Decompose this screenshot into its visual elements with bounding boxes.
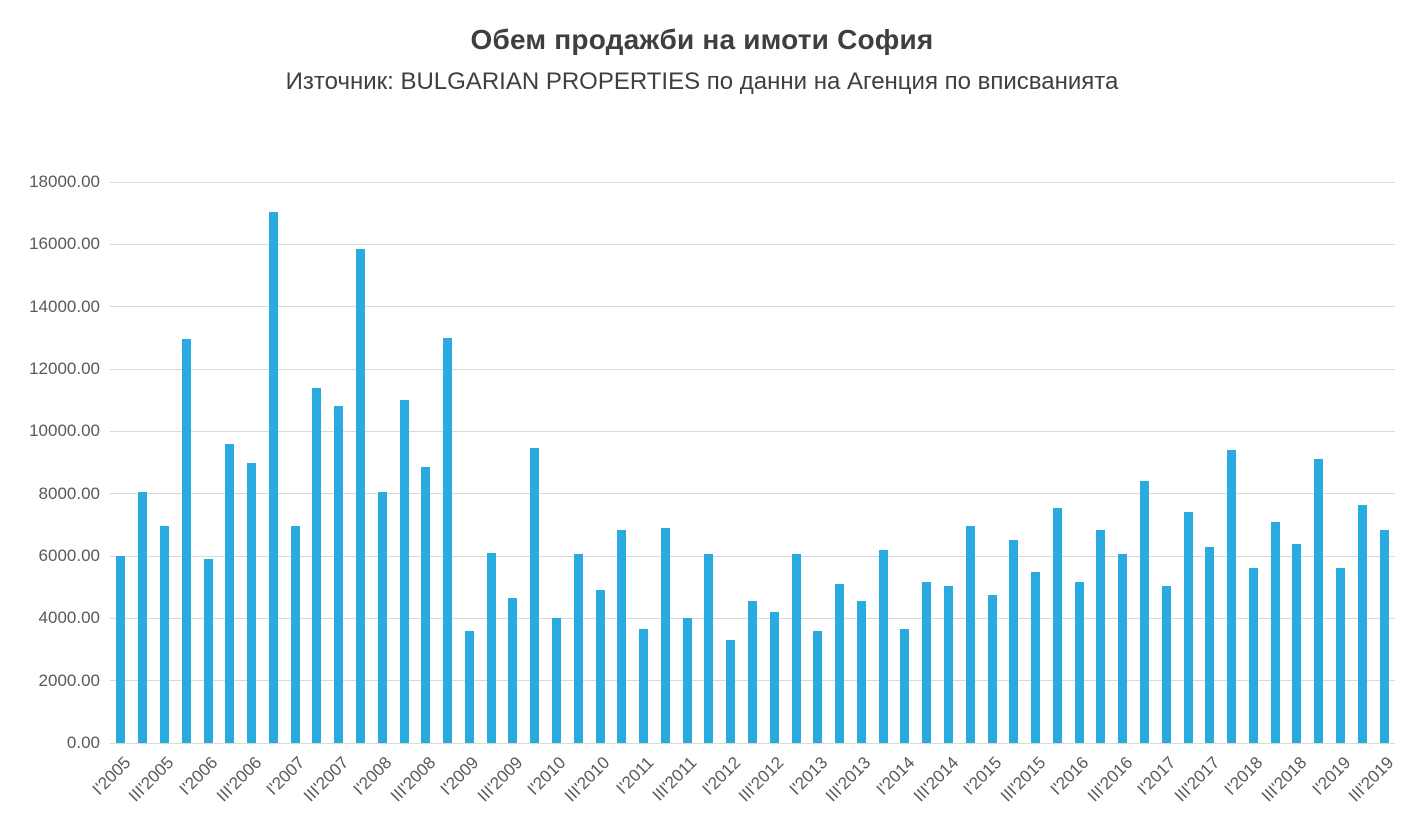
y-axis-tick-label: 0.00 bbox=[66, 733, 100, 752]
gridline bbox=[110, 243, 1395, 245]
bar-IV'2007 bbox=[355, 249, 365, 743]
bar-II'2007 bbox=[312, 387, 322, 743]
y-axis-tick-label: 12000.00 bbox=[29, 359, 100, 378]
bar-I'2006 bbox=[203, 559, 213, 743]
bar-II'2018 bbox=[1270, 521, 1280, 743]
bar-IV'2012 bbox=[791, 554, 801, 743]
bar-I'2013 bbox=[813, 630, 823, 743]
bar-III'2013 bbox=[856, 601, 866, 743]
bar-III'2008 bbox=[421, 467, 431, 743]
bar-III'2005 bbox=[159, 526, 169, 743]
y-axis-tick-label: 6000.00 bbox=[38, 546, 100, 565]
bar-III'2014 bbox=[944, 585, 954, 743]
y-axis-tick-label: 8000.00 bbox=[38, 483, 100, 503]
bar-II'2006 bbox=[225, 443, 235, 743]
bar-III'2006 bbox=[247, 462, 257, 743]
bar-III'2012 bbox=[769, 612, 779, 743]
bar-I'2019 bbox=[1336, 568, 1346, 743]
bar-IV'2006 bbox=[268, 211, 278, 743]
bar-IV'2017 bbox=[1227, 450, 1237, 743]
bar-II'2017 bbox=[1183, 512, 1193, 743]
bar-II'2014 bbox=[922, 582, 932, 743]
y-axis-tick-label: 16000.00 bbox=[29, 234, 100, 254]
bar-I'2015 bbox=[987, 594, 997, 743]
chart-title: Обем продажби на имоти София bbox=[470, 24, 934, 55]
bar-I'2010 bbox=[551, 618, 561, 743]
bar-I'2016 bbox=[1074, 582, 1084, 743]
gridline bbox=[110, 555, 1395, 557]
bar-IV'2005 bbox=[181, 339, 191, 743]
bar-IV'2018 bbox=[1314, 459, 1324, 743]
bar-III'2018 bbox=[1292, 543, 1302, 743]
bar-I'2017 bbox=[1161, 585, 1171, 743]
bar-IV'2008 bbox=[443, 337, 453, 743]
gridline bbox=[110, 493, 1395, 495]
bar-II'2005 bbox=[138, 492, 148, 743]
y-axis-tick-label: 14000.00 bbox=[29, 296, 100, 316]
bar-II'2008 bbox=[399, 400, 409, 743]
bar-IV'2011 bbox=[704, 554, 714, 743]
bar-I'2007 bbox=[290, 526, 300, 743]
bar-I'2012 bbox=[726, 640, 736, 743]
gridline bbox=[110, 368, 1395, 370]
bar-II'2013 bbox=[835, 584, 845, 743]
bar-III'2009 bbox=[508, 598, 518, 743]
bar-IV'2016 bbox=[1140, 481, 1150, 743]
chart-subtitle: Източник: BULGARIAN PROPERTIES по данни … bbox=[285, 68, 1119, 95]
bar-I'2008 bbox=[377, 492, 387, 743]
bar-I'2011 bbox=[639, 629, 649, 743]
bar-II'2011 bbox=[660, 527, 670, 743]
bar-IV'2009 bbox=[530, 448, 540, 743]
bar-II'2019 bbox=[1357, 504, 1367, 743]
bar-II'2010 bbox=[573, 554, 583, 743]
bar-III'2019 bbox=[1379, 529, 1389, 743]
bar-II'2016 bbox=[1096, 529, 1106, 743]
bar-III'2016 bbox=[1118, 554, 1128, 743]
bar-I'2009 bbox=[464, 630, 474, 743]
bar-IV'2014 bbox=[965, 526, 975, 743]
gridline bbox=[110, 181, 1395, 183]
bar-I'2005 bbox=[116, 556, 126, 743]
gridline bbox=[110, 306, 1395, 308]
y-axis-tick-label: 10000.00 bbox=[29, 421, 100, 441]
bar-IV'2010 bbox=[617, 529, 627, 743]
y-axis-tick-label: 18000.00 bbox=[29, 172, 100, 191]
y-axis-tick-label: 2000.00 bbox=[38, 670, 100, 690]
bar-II'2015 bbox=[1009, 540, 1019, 743]
bar-III'2010 bbox=[595, 590, 605, 743]
bar-IV'2015 bbox=[1052, 507, 1062, 743]
bar-IV'2013 bbox=[878, 549, 888, 743]
bar-I'2014 bbox=[900, 629, 910, 743]
bar-III'2017 bbox=[1205, 546, 1215, 743]
gridline bbox=[110, 742, 1395, 744]
bar-III'2011 bbox=[682, 618, 692, 743]
bar-II'2012 bbox=[748, 601, 757, 743]
bar-I'2018 bbox=[1248, 568, 1258, 743]
y-axis-tick-label: 4000.00 bbox=[38, 608, 100, 628]
bar-III'2015 bbox=[1031, 571, 1041, 743]
gridline bbox=[110, 430, 1395, 432]
bar-II'2009 bbox=[486, 552, 496, 743]
bar-III'2007 bbox=[334, 406, 344, 743]
